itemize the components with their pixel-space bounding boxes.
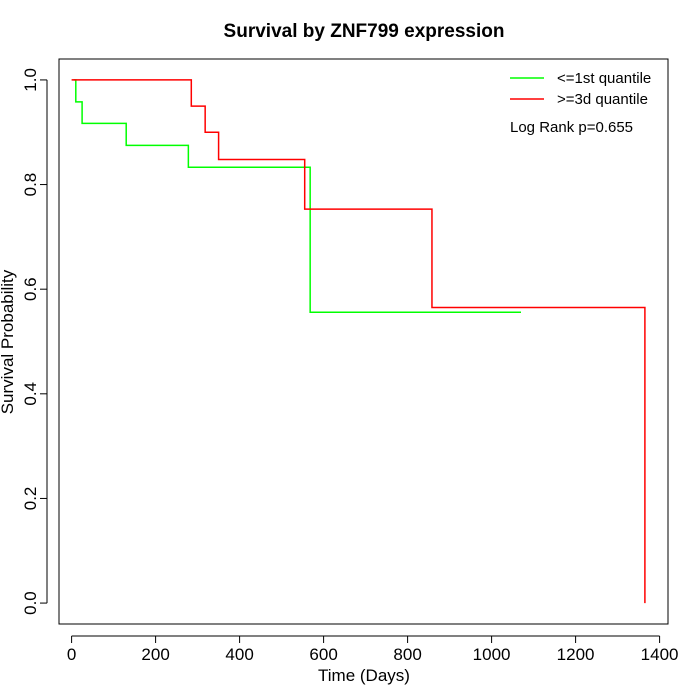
y-tick-label: 1.0 bbox=[21, 68, 40, 92]
y-tick-label: 0.4 bbox=[21, 382, 40, 406]
x-tick-label: 200 bbox=[141, 645, 169, 664]
y-tick-label: 0.2 bbox=[21, 487, 40, 511]
y-tick-label: 0.6 bbox=[21, 277, 40, 301]
legend: <=1st quantile >=3d quantile bbox=[510, 70, 651, 108]
x-axis: 0 200 400 600 800 1000 1200 1400 bbox=[67, 635, 679, 664]
x-tick-label: 1400 bbox=[641, 645, 679, 664]
x-tick-label: 800 bbox=[393, 645, 421, 664]
y-tick-label: 0.8 bbox=[21, 173, 40, 197]
chart-title: Survival by ZNF799 expression bbox=[224, 21, 505, 42]
x-tick-label: 400 bbox=[225, 645, 253, 664]
survival-curve-series-2 bbox=[71, 79, 646, 604]
legend-label-series-1: <=1st quantile bbox=[557, 70, 651, 87]
x-tick-label: 1200 bbox=[557, 645, 595, 664]
plot-area-frame bbox=[58, 58, 669, 625]
series-group bbox=[71, 79, 646, 604]
log-rank-annotation: Log Rank p=0.655 bbox=[510, 119, 633, 136]
x-tick-label: 600 bbox=[309, 645, 337, 664]
y-axis-label: Survival Probability bbox=[0, 269, 17, 414]
y-tick-label: 0.0 bbox=[21, 591, 40, 615]
survival-curve-series-1 bbox=[73, 79, 521, 313]
x-tick-label: 0 bbox=[67, 645, 76, 664]
legend-label-series-2: >=3d quantile bbox=[557, 91, 648, 108]
x-axis-label: Time (Days) bbox=[318, 666, 410, 685]
x-tick-label: 1000 bbox=[473, 645, 511, 664]
y-axis: 0.0 0.2 0.4 0.6 0.8 1.0 bbox=[21, 68, 48, 615]
